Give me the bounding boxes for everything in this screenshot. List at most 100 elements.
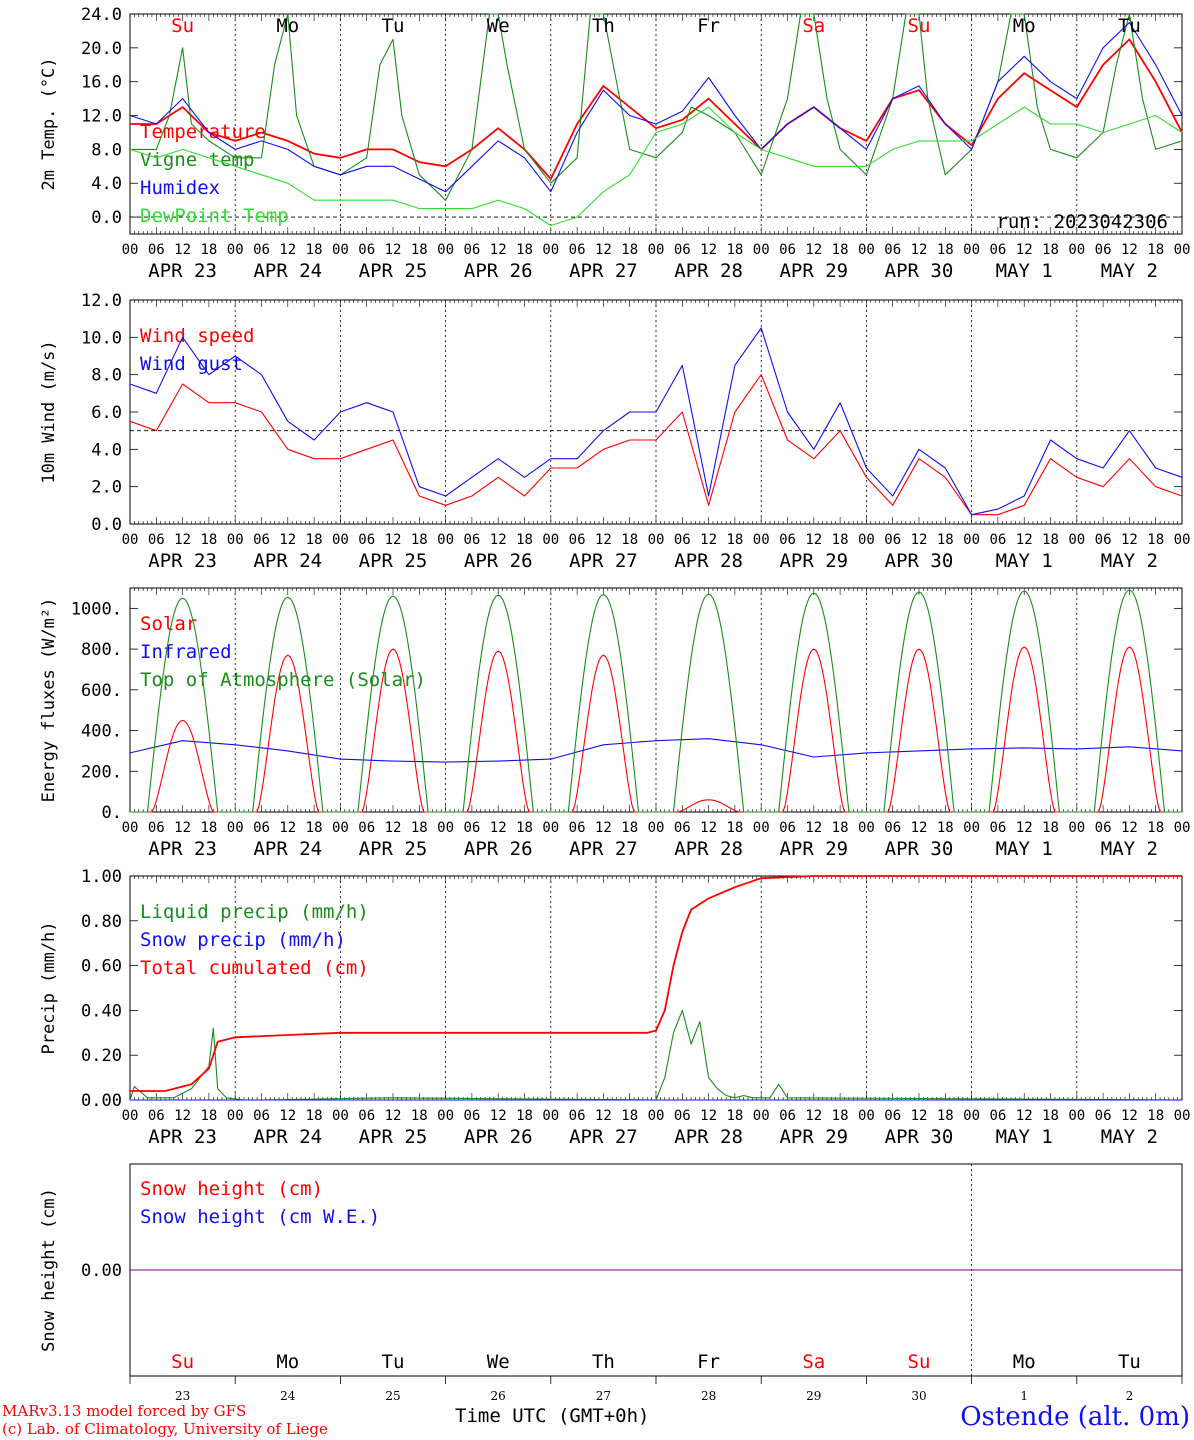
y-tick-label: 24.0 (81, 5, 122, 25)
x-hour-label: 12 (490, 242, 507, 258)
x-hour-label: 06 (569, 1108, 586, 1124)
y-axis-title: 10m Wind (m/s) (39, 340, 59, 483)
y-tick-label: 4.0 (91, 440, 122, 460)
x-hour-label: 00 (753, 532, 770, 548)
x-hour-label: 06 (1095, 532, 1112, 548)
x-hour-label: 00 (858, 532, 875, 548)
x-hour-label: 18 (1042, 242, 1059, 258)
x-hour-label: 12 (279, 820, 296, 836)
x-hour-label: 06 (1095, 820, 1112, 836)
x-hour-label: 06 (884, 1108, 901, 1124)
x-hour-label: 06 (253, 532, 270, 548)
x-hour-label: 06 (779, 532, 796, 548)
y-tick-label: 4.0 (91, 174, 122, 194)
series-line-top-of-atmosphere-solar (130, 589, 1182, 813)
x-hour-label: 00 (1068, 820, 1085, 836)
y-tick-label: 0.0 (91, 515, 122, 535)
x-hour-label: 18 (1147, 242, 1164, 258)
x-date-label: APR 23 (148, 838, 217, 860)
x-date-label: MAY 1 (996, 838, 1053, 860)
panel-snow: 0.00 Snow height (cm) 23 24 25 26 27 28 29 30 1 2 Sn… (39, 1163, 1183, 1403)
panel-precip: 0.00 0.20 0.40 0.60 0.80 1.00 Precip (mm/h) 00 0… (39, 867, 1190, 1148)
legend-entry: Snow height (cm W.E.) (140, 1206, 380, 1228)
x-hour-label: 12 (385, 1108, 402, 1124)
x-hour-label: 18 (726, 532, 743, 548)
day-of-week-label: Sa (802, 1351, 825, 1373)
y-tick-label: 12.0 (81, 291, 122, 311)
x-hour-label: 06 (989, 532, 1006, 548)
x-hour-label: 00 (122, 532, 139, 548)
y-tick-label: 0.00 (81, 1261, 122, 1281)
x-hour-label: 12 (279, 242, 296, 258)
x-hour-label: 12 (385, 242, 402, 258)
day-of-week-label: We (487, 1351, 510, 1373)
y-tick-label: 0.20 (81, 1046, 122, 1066)
x-hour-label: 12 (595, 532, 612, 548)
x-hour-label: 00 (963, 242, 980, 258)
legend-entry: Temperature (140, 121, 266, 143)
x-date-label: APR 25 (359, 1126, 428, 1148)
legend-entry: Infrared (140, 641, 232, 663)
x-hour-label: 12 (174, 242, 191, 258)
x-date-label: MAY 1 (996, 550, 1053, 572)
x-date-label: APR 30 (885, 550, 954, 572)
x-hour-label: 00 (753, 242, 770, 258)
x-hour-label: 00 (437, 1108, 454, 1124)
x-date-label: APR 26 (464, 260, 533, 282)
x-hour-label: 18 (200, 242, 217, 258)
x-hour-label: 06 (358, 532, 375, 548)
x-day-number-label: 25 (385, 1389, 400, 1403)
x-hour-label: 00 (542, 532, 559, 548)
x-hour-label: 18 (306, 820, 323, 836)
series-line-wind-speed (129, 374, 1183, 516)
x-hour-label: 00 (227, 820, 244, 836)
day-of-week-label: Su (171, 15, 194, 37)
x-hour-label: 00 (437, 532, 454, 548)
x-hour-label: 18 (411, 532, 428, 548)
x-date-label: APR 23 (148, 1126, 217, 1148)
x-hour-label: 06 (1095, 242, 1112, 258)
footer-credit-line-1: MARv3.13 model forced by GFS (2, 1402, 247, 1420)
x-hour-label: 06 (463, 1108, 480, 1124)
x-hour-label: 18 (1147, 820, 1164, 836)
x-hour-label: 12 (911, 242, 928, 258)
x-hour-label: 18 (200, 532, 217, 548)
y-tick-label: 1000. (71, 599, 122, 619)
time-axis-label-text: Time UTC (GMT+0h) (455, 1405, 650, 1427)
x-hour-label: 00 (1068, 1108, 1085, 1124)
y-tick-label: 10.0 (81, 328, 122, 348)
x-date-label: APR 26 (464, 1126, 533, 1148)
x-date-label: APR 29 (779, 1126, 848, 1148)
x-hour-label: 12 (911, 532, 928, 548)
panel-energy: 0. 200. 400. 600. 800. 1000. Energy fluxes (W/… (39, 587, 1190, 860)
y-tick-label: 8.0 (91, 366, 122, 386)
x-hour-label: 06 (569, 820, 586, 836)
day-of-week-label: Mo (276, 15, 299, 37)
x-hour-label: 06 (148, 1108, 165, 1124)
x-hour-label: 12 (490, 532, 507, 548)
x-hour-label: 18 (1042, 1108, 1059, 1124)
x-date-label: APR 23 (148, 550, 217, 572)
x-hour-label: 06 (989, 242, 1006, 258)
x-hour-label: 18 (516, 242, 533, 258)
x-hour-label: 00 (1174, 1108, 1191, 1124)
x-day-number-label: 26 (491, 1389, 506, 1403)
series-line-infrared (129, 738, 1183, 763)
x-hour-label: 18 (306, 1108, 323, 1124)
x-hour-label: 00 (332, 820, 349, 836)
x-hour-label: 12 (1121, 532, 1138, 548)
x-date-label: APR 28 (674, 260, 743, 282)
x-hour-label: 18 (937, 532, 954, 548)
series-line-total-cumulated-cm (130, 875, 1182, 1092)
x-day-number-label: 29 (806, 1389, 821, 1403)
x-hour-label: 18 (726, 1108, 743, 1124)
x-hour-label: 12 (490, 1108, 507, 1124)
x-date-label: MAY 1 (996, 1126, 1053, 1148)
x-hour-label: 18 (411, 820, 428, 836)
x-hour-label: 06 (148, 242, 165, 258)
series-line-liquid-precip-mm-h (129, 1009, 1183, 1101)
legend-entry: Humidex (140, 177, 220, 199)
x-hour-label: 12 (805, 532, 822, 548)
y-axis-title: Snow height (cm) (39, 1188, 59, 1352)
x-hour-label: 18 (832, 820, 849, 836)
